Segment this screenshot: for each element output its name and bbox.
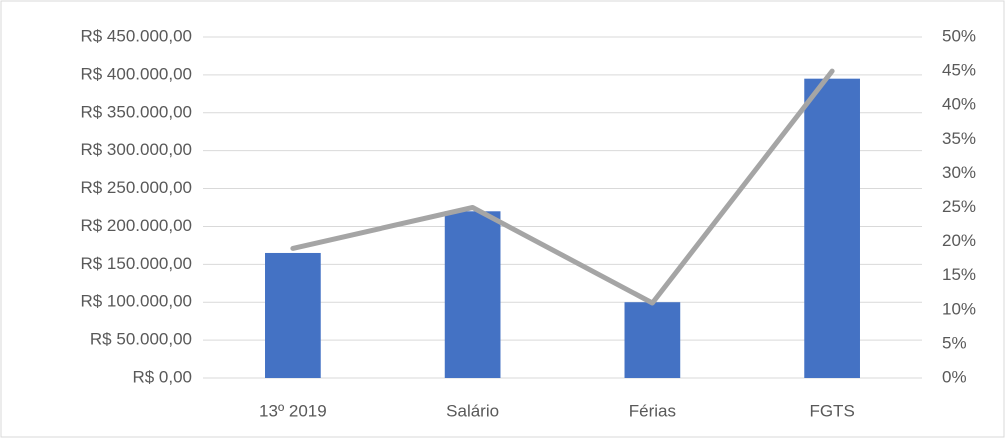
y-tick-label: R$ 300.000,00 — [80, 140, 192, 159]
x-tick-label: 13º 2019 — [259, 401, 327, 420]
y2-tick-label: 40% — [942, 95, 976, 114]
y2-tick-label: 0% — [942, 367, 967, 386]
bar — [265, 252, 321, 378]
line — [290, 68, 835, 306]
y-tick-label: R$ 400.000,00 — [80, 64, 192, 83]
y-tick-label: R$ 100.000,00 — [80, 292, 192, 311]
y-tick-label: R$ 350.000,00 — [80, 102, 192, 121]
y2-tick-label: 5% — [942, 333, 967, 352]
bar — [444, 211, 501, 378]
x-tick-label: Férias — [629, 401, 676, 420]
y2-tick-label: 20% — [942, 231, 976, 250]
y2-tick-label: 15% — [942, 265, 976, 284]
y2-tick-label: 50% — [942, 26, 976, 45]
x-tick-label: FGTS — [809, 401, 854, 420]
y-tick-label: R$ 250.000,00 — [80, 178, 192, 197]
y2-tick-label: 30% — [942, 163, 976, 182]
x-tick-label: Salário — [446, 401, 499, 420]
bar — [804, 78, 860, 378]
y-tick-label: R$ 450.000,00 — [80, 26, 192, 45]
y-tick-label: R$ 200.000,00 — [80, 216, 192, 235]
bar — [624, 302, 681, 378]
y-tick-label: R$ 0,00 — [132, 367, 192, 386]
y2-tick-label: 10% — [942, 299, 976, 318]
y-tick-label: R$ 150.000,00 — [80, 254, 192, 273]
y-tick-label: R$ 50.000,00 — [90, 330, 192, 349]
y2-tick-label: 35% — [942, 129, 976, 148]
y2-tick-label: 45% — [942, 61, 976, 80]
y2-tick-label: 25% — [942, 197, 976, 216]
